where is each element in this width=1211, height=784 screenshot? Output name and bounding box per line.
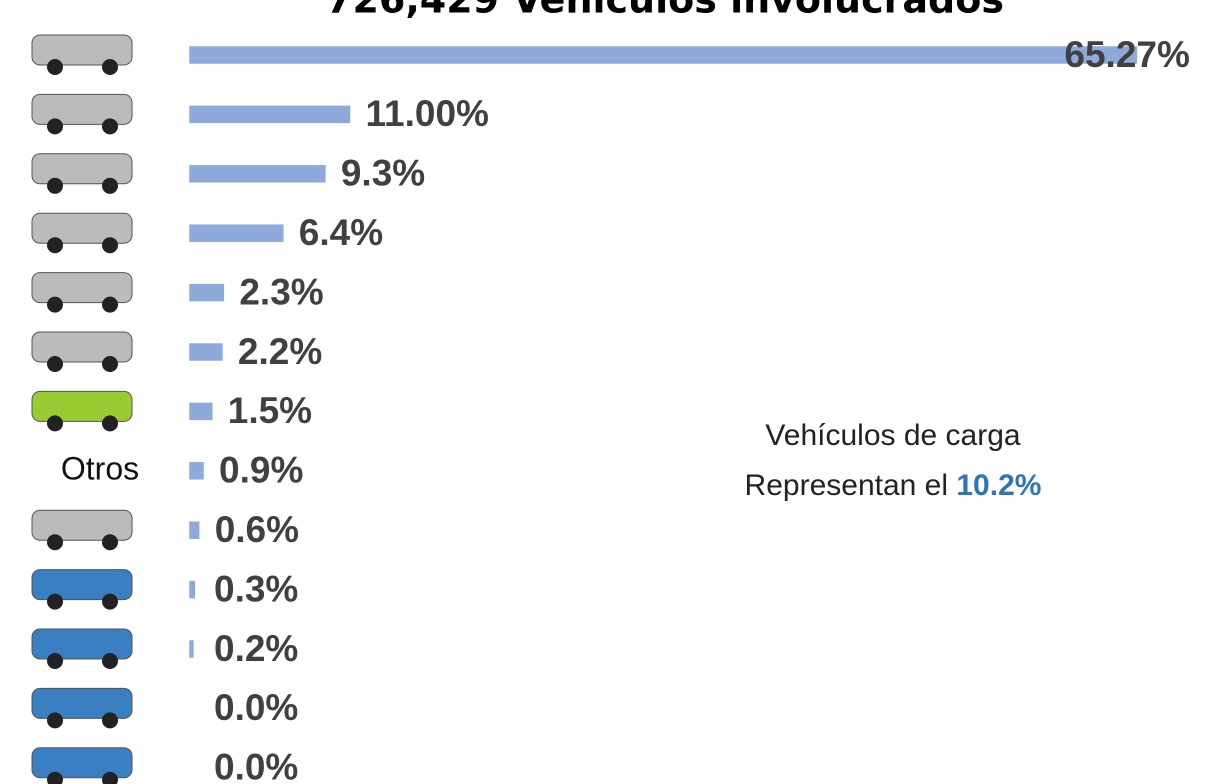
vehicle-icon	[32, 273, 132, 303]
vehicle-icon	[32, 94, 132, 124]
vehicle-wheel	[102, 118, 118, 134]
vehicle-wheel	[47, 415, 63, 431]
value-label: 1.5%	[228, 390, 312, 431]
value-label: 0.6%	[215, 509, 299, 550]
vehicle-wheel	[102, 653, 118, 669]
vehicle-icon	[32, 391, 132, 421]
value-label: 0.9%	[219, 450, 303, 491]
vehicle-wheel	[102, 534, 118, 550]
vehicle-icon	[32, 748, 132, 778]
vehicle-icon	[32, 570, 132, 600]
bar	[190, 225, 283, 241]
bar	[190, 166, 325, 182]
value-label: 0.0%	[214, 687, 298, 728]
vehicle-wheel	[47, 237, 63, 253]
annotation: Representan el 10.2%	[745, 469, 1042, 502]
vehicle-wheel	[47, 653, 63, 669]
vehicle-icon	[32, 629, 132, 659]
annotation-highlight: 10.2%	[956, 469, 1041, 502]
vehicle-wheel	[102, 415, 118, 431]
vehicle-wheel	[47, 356, 63, 372]
vehicle-wheel	[102, 178, 118, 194]
vehicle-wheel	[102, 237, 118, 253]
vehicle-icon	[32, 213, 132, 243]
bar	[190, 522, 199, 538]
annotation-text: Representan el	[745, 469, 948, 502]
vehicle-icon	[32, 35, 132, 65]
bar	[190, 285, 223, 301]
chart: 726,429 Vehículos involucrados Vehículos…	[0, 0, 1211, 784]
bar	[190, 641, 193, 657]
category-label: Otros	[61, 450, 139, 486]
value-label: 0.3%	[214, 568, 298, 609]
vehicle-wheel	[47, 178, 63, 194]
vehicle-wheel	[102, 59, 118, 75]
vehicle-wheel	[102, 356, 118, 372]
value-label: 11.00%	[366, 93, 489, 134]
vehicle-wheel	[102, 297, 118, 313]
bar	[190, 344, 222, 360]
vehicle-wheel	[47, 297, 63, 313]
bar	[190, 463, 203, 479]
bar	[190, 47, 1136, 63]
value-label: 6.4%	[299, 212, 383, 253]
chart-title: 726,429 Vehículos involucrados	[326, 0, 1004, 22]
value-label: 65.27%	[1064, 34, 1190, 75]
value-label: 2.3%	[239, 271, 323, 312]
vehicle-wheel	[102, 712, 118, 728]
vehicle-icon	[32, 510, 132, 540]
value-label: 2.2%	[238, 331, 322, 372]
bar	[190, 403, 212, 419]
bar	[190, 106, 350, 122]
vehicle-icon	[32, 688, 132, 718]
vehicle-wheel	[47, 118, 63, 134]
value-label: 9.3%	[341, 153, 425, 194]
vehicle-wheel	[47, 534, 63, 550]
vehicle-icon	[32, 332, 132, 362]
bar	[190, 582, 194, 598]
annotation: Vehículos de carga	[765, 419, 1020, 452]
vehicle-icon	[32, 154, 132, 184]
vehicle-wheel	[47, 594, 63, 610]
vehicle-wheel	[102, 594, 118, 610]
value-label: 0.0%	[214, 747, 298, 784]
value-label: 0.2%	[214, 628, 298, 669]
vehicle-wheel	[47, 712, 63, 728]
vehicle-wheel	[47, 59, 63, 75]
